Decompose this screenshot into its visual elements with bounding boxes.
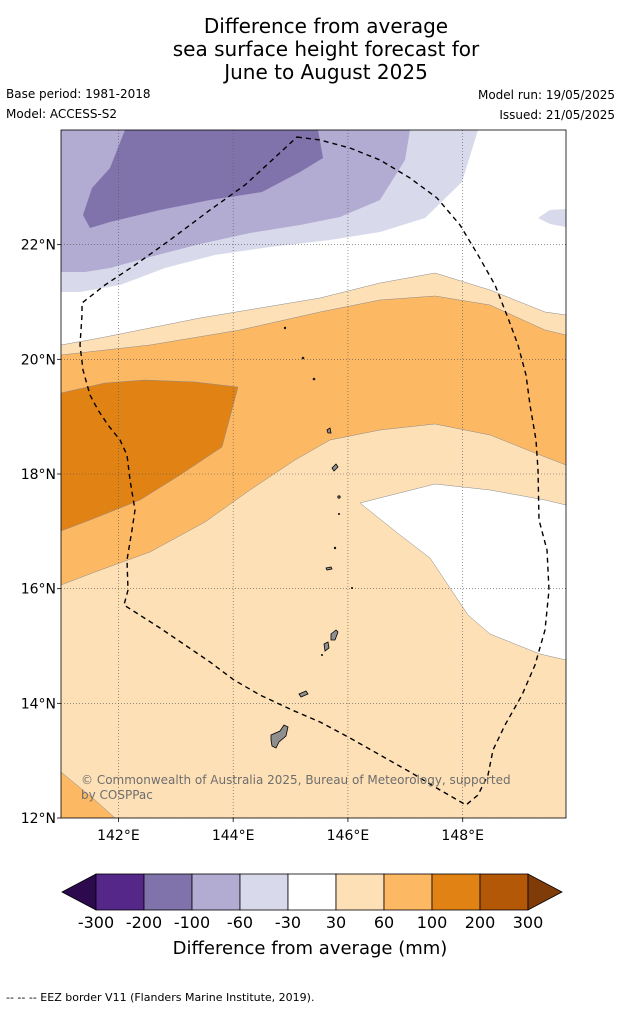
colorbar-label: -200 xyxy=(126,913,162,932)
colorbar-segment xyxy=(431,873,481,911)
colorbar-label: 300 xyxy=(513,913,544,932)
anomaly-band-60-100 xyxy=(61,296,566,585)
colorbar-extend-high xyxy=(527,873,563,911)
islands xyxy=(270,326,353,749)
colorbar-segment xyxy=(191,873,241,911)
anomaly-band-minus200-minus100 xyxy=(83,130,323,228)
colorbar-segment xyxy=(479,873,529,911)
map-plot-area xyxy=(61,130,566,818)
lon-tick-label: 146°E xyxy=(327,828,370,844)
colorbar-label: 200 xyxy=(465,913,496,932)
island-guam xyxy=(270,724,289,749)
island-sarigan xyxy=(337,513,340,516)
colorbar-segment xyxy=(335,873,385,911)
anomaly-band-minus60-minus30-east xyxy=(538,209,566,227)
title-line-2: sea surface height forecast for xyxy=(172,37,480,61)
longitude-ticks: 142°E 144°E 146°E 148°E xyxy=(97,818,484,844)
model-text: Model: ACCESS-S2 xyxy=(6,107,118,121)
island-zealandia-bank xyxy=(350,587,353,590)
colorbar-label: 30 xyxy=(326,913,346,932)
issued-text: Issued: 21/05/2025 xyxy=(499,108,615,122)
lon-tick-label: 148°E xyxy=(441,828,484,844)
title-line-3: June to August 2025 xyxy=(224,60,428,84)
colorbar xyxy=(61,873,563,911)
colorbar-segment xyxy=(383,873,433,911)
title-line-1: Difference from average xyxy=(203,14,449,38)
island-pagan xyxy=(331,463,339,472)
island-guguan xyxy=(333,546,337,550)
lat-tick-label: 20°N xyxy=(21,352,56,368)
island-agrihan xyxy=(326,427,332,434)
island-asuncion xyxy=(312,377,316,381)
colorbar-extend-low xyxy=(61,873,97,911)
colorbar-segment xyxy=(143,873,193,911)
island-saipan xyxy=(330,629,339,641)
colorbar-segment xyxy=(287,873,337,911)
copyright-text: © Commonwealth of Australia 2025, Bureau… xyxy=(81,773,511,787)
island-farallon-de-medinilla xyxy=(320,654,323,657)
island-farallon-de-pajaros xyxy=(283,326,287,330)
colorbar-segment xyxy=(239,873,289,911)
island-alamagan xyxy=(337,495,341,499)
colorbar-label: 100 xyxy=(417,913,448,932)
lon-tick-label: 144°E xyxy=(212,828,255,844)
base-period-text: Base period: 1981-2018 xyxy=(6,87,151,101)
colorbar-segment xyxy=(95,873,145,911)
island-maug xyxy=(301,356,305,360)
colorbar-label: -100 xyxy=(174,913,210,932)
model-run-text: Model run: 19/05/2025 xyxy=(477,88,615,102)
lon-tick-label: 142°E xyxy=(97,828,140,844)
island-anatahan xyxy=(325,566,333,571)
colorbar-label: -30 xyxy=(275,913,301,932)
lat-tick-label: 18°N xyxy=(21,467,56,483)
eez-legend-text: -- -- -- EEZ border V11 (Flanders Marine… xyxy=(6,991,315,1004)
latitude-ticks: 12°N 14°N 16°N 18°N 20°N 22°N xyxy=(21,238,61,827)
lat-tick-label: 12°N xyxy=(21,811,56,827)
colorbar-title: Difference from average (mm) xyxy=(173,938,448,959)
copyright-text-line2: by COSPPac xyxy=(81,788,153,802)
island-rota xyxy=(298,690,309,698)
colorbar-label: -60 xyxy=(227,913,253,932)
island-tinian xyxy=(323,641,330,652)
colorbar-label: 60 xyxy=(374,913,394,932)
anomaly-band-60-100-corner xyxy=(61,772,115,818)
chart-title: Difference from average sea surface heig… xyxy=(0,15,621,84)
eez-border xyxy=(79,136,550,806)
lat-tick-label: 22°N xyxy=(21,238,56,254)
gridlines xyxy=(61,130,566,818)
colorbar-label: -300 xyxy=(78,913,114,932)
contour-lines xyxy=(61,272,566,818)
lat-tick-label: 16°N xyxy=(21,582,56,598)
colorbar-labels: -300 -200 -100 -60 -30 30 60 100 200 300 xyxy=(78,913,543,932)
lat-tick-label: 14°N xyxy=(21,696,56,712)
anomaly-band-100-200 xyxy=(61,380,238,531)
